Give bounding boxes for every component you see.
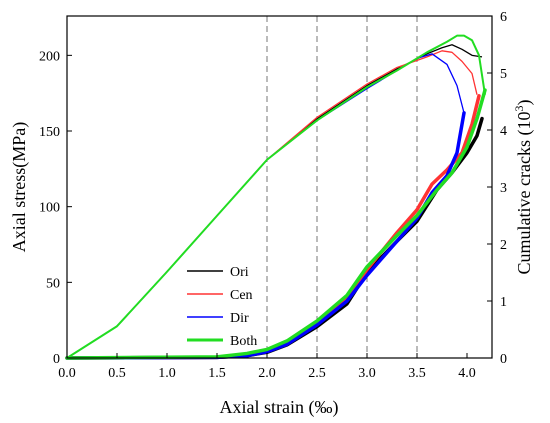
legend-label-both: Both bbox=[230, 334, 257, 349]
legend-label-ori: Ori bbox=[230, 265, 249, 280]
stress-series-group bbox=[66, 34, 486, 359]
right-tick-label: 6 bbox=[500, 10, 507, 25]
right-axis-title: Cumulative cracks (103) bbox=[512, 100, 535, 275]
right-tick-label: 1 bbox=[500, 295, 507, 310]
right-tick-label: 3 bbox=[500, 181, 507, 196]
x-tick-label: 3.5 bbox=[408, 366, 426, 381]
stress-series-cen bbox=[66, 50, 478, 359]
right-tick-label: 5 bbox=[500, 67, 507, 82]
legend: Ori Cen Dir Both bbox=[187, 265, 257, 349]
stress-series-both bbox=[66, 34, 486, 359]
crack-series-both bbox=[65, 88, 487, 360]
plot-frame bbox=[66, 15, 493, 359]
right-axis-title-exponent: 3 bbox=[512, 106, 526, 112]
right-axis-title-base: Cumulative cracks (10 bbox=[514, 112, 535, 275]
x-tick-label: 0.0 bbox=[58, 366, 76, 381]
x-tick-label: 1.0 bbox=[158, 366, 176, 381]
left-axis-ticks: 0 50 100 150 200 bbox=[39, 49, 72, 367]
reference-lines bbox=[266, 16, 418, 358]
left-tick-label: 100 bbox=[39, 201, 60, 216]
right-tick-label: 4 bbox=[500, 124, 507, 139]
legend-label-dir: Dir bbox=[230, 311, 249, 326]
right-axis-ticks: 0 1 2 3 4 5 6 bbox=[487, 10, 507, 367]
x-tick-label: 2.0 bbox=[258, 366, 276, 381]
left-tick-label: 200 bbox=[39, 49, 60, 64]
right-tick-label: 0 bbox=[500, 352, 507, 367]
crack-series-group bbox=[65, 88, 487, 360]
x-tick-label: 4.0 bbox=[458, 366, 476, 381]
stress-series-dir bbox=[66, 53, 465, 359]
x-axis-ticks: 0.0 0.5 1.0 1.5 2.0 2.5 3.0 3.5 4.0 bbox=[58, 353, 476, 381]
right-axis-title-suffix: ) bbox=[514, 100, 535, 106]
x-tick-label: 1.5 bbox=[208, 366, 226, 381]
left-tick-label: 50 bbox=[46, 276, 60, 291]
x-tick-label: 0.5 bbox=[108, 366, 126, 381]
x-tick-label: 2.5 bbox=[308, 366, 326, 381]
left-axis-title: Axial stress(MPa) bbox=[9, 122, 30, 252]
x-tick-label: 3.0 bbox=[358, 366, 376, 381]
stress-series-ori bbox=[66, 44, 483, 359]
crack-series-dir bbox=[65, 111, 466, 360]
right-tick-label: 2 bbox=[500, 238, 507, 253]
x-axis-title: Axial strain (‰) bbox=[220, 397, 339, 418]
left-tick-label: 0 bbox=[53, 352, 60, 367]
left-tick-label: 150 bbox=[39, 125, 60, 140]
legend-label-cen: Cen bbox=[230, 288, 253, 303]
